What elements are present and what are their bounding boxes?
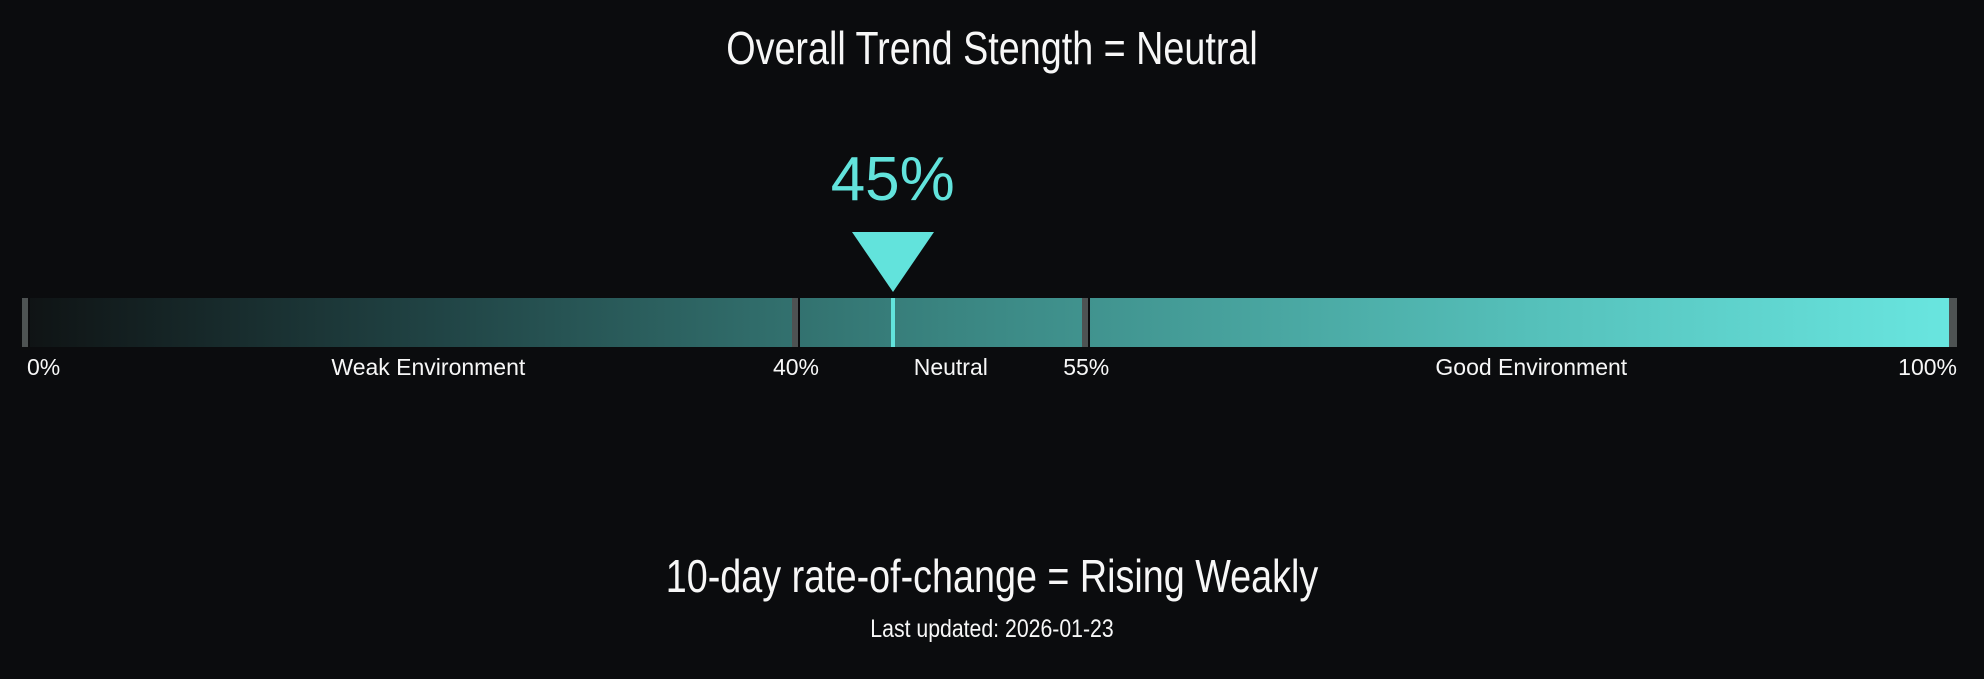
tick-100-percent bbox=[1949, 298, 1957, 347]
zone-label-weak-environment: Weak Environment bbox=[331, 354, 526, 380]
tick-0-percent bbox=[22, 298, 30, 347]
scale-max-label: 100% bbox=[1898, 354, 1957, 380]
scale-labels-row: 0% Weak Environment 40% Neutral 55% Good… bbox=[22, 354, 1957, 384]
scale-threshold1-label: 40% bbox=[772, 354, 820, 380]
trend-gauge: 45% 0% Weak Environment 40% Neutral 55% … bbox=[22, 0, 1957, 679]
tick-55-percent bbox=[1082, 298, 1091, 347]
zone-label-good-environment: Good Environment bbox=[1435, 354, 1628, 380]
scale-min-label: 0% bbox=[27, 354, 61, 380]
scale-threshold2-label: 55% bbox=[1063, 354, 1110, 380]
gauge-value-label: 45% bbox=[830, 145, 955, 214]
rate-of-change-title: 10-day rate-of-change = Rising Weakly bbox=[665, 550, 1319, 602]
gauge-marker-line bbox=[890, 298, 895, 347]
gauge-pointer-triangle-icon bbox=[851, 232, 934, 292]
page-title: Overall Trend Stength = Neutral bbox=[726, 22, 1258, 74]
tick-40-percent bbox=[792, 298, 800, 347]
zone-label-neutral: Neutral bbox=[913, 354, 988, 380]
last-updated-text: Last updated: 2026-01-23 bbox=[870, 615, 1114, 643]
gauge-bar bbox=[22, 298, 1957, 347]
